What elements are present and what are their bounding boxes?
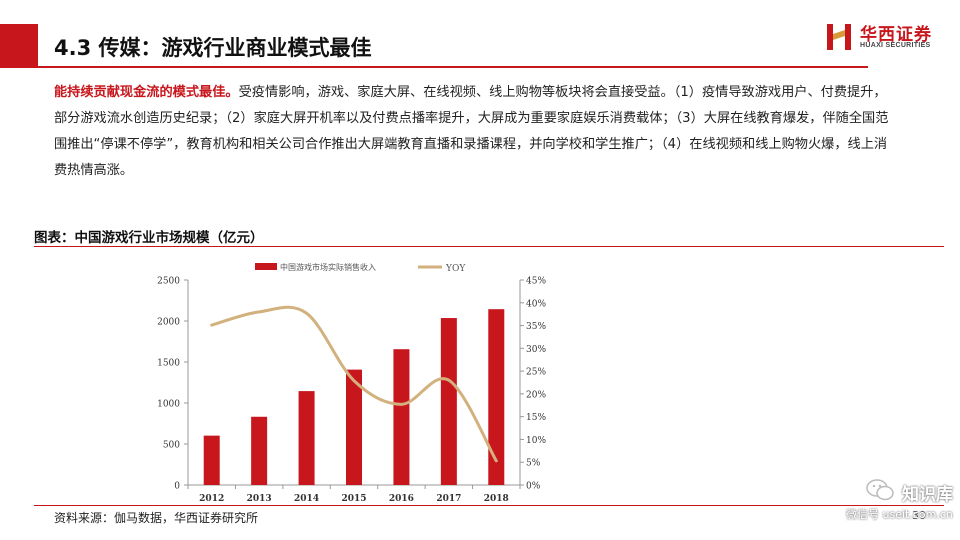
watermark-title: 知识库 (902, 485, 953, 505)
bar-2012 (203, 435, 220, 485)
left-tick-label: 2500 (157, 277, 180, 287)
x-tick-label: 2017 (436, 494, 461, 504)
left-tick-label: 1000 (157, 400, 180, 410)
title-accent-bar (0, 24, 38, 68)
x-tick-label: 2018 (484, 494, 509, 504)
bar-2017 (440, 318, 457, 485)
logo-text-cn: 华西证券 (860, 25, 932, 45)
right-tick-label: 35% (526, 322, 546, 332)
right-tick-label: 25% (526, 368, 546, 378)
logo-text-en: HUAXI SECURITIES (860, 42, 931, 49)
body-highlight: 能持续贡献现金流的模式最佳。 (54, 85, 239, 100)
bar-2018 (488, 309, 505, 485)
right-tick-label: 15% (526, 413, 546, 423)
right-tick-label: 0% (526, 482, 541, 492)
left-tick-label: 0 (174, 482, 180, 492)
left-tick-label: 1500 (157, 359, 180, 369)
huaxi-logo-icon (827, 24, 851, 50)
left-tick-label: 500 (163, 441, 180, 451)
left-tick-label: 2000 (157, 318, 180, 328)
x-tick-label: 2013 (247, 494, 272, 504)
bar-2013 (251, 416, 268, 485)
bar-2014 (298, 391, 315, 485)
x-tick-label: 2012 (199, 494, 224, 504)
page-number: 30 (912, 509, 926, 522)
right-tick-label: 10% (526, 436, 546, 446)
legend-bar-label: 中国游戏市场实际销售收入 (280, 262, 376, 272)
source-note: 资料来源：伽马数据，华西证券研究所 (54, 511, 259, 525)
market-size-chart: 0 500 1000 1500 2000 2500 0% 5% 10% 15% 20% 25% 30% 3… (157, 262, 546, 504)
watermark-subtitle: 微信号 useit.com.cn (846, 508, 953, 521)
legend-bar-swatch (255, 263, 277, 270)
right-tick-label: 20% (526, 390, 546, 400)
body-text: 受疫情影响，游戏、家庭大屏、在线视频、线上购物等板块将会直接受益。（1）疫情导致… (54, 85, 889, 178)
page-title: 4.3 传媒：游戏行业商业模式最佳 (54, 36, 372, 60)
bar-2016 (393, 349, 410, 485)
title-divider (38, 66, 868, 68)
x-tick-label: 2014 (294, 494, 319, 504)
body-paragraph: 能持续贡献现金流的模式最佳。受疫情影响，游戏、家庭大屏、在线视频、线上购物等板块… (54, 80, 894, 184)
right-tick-label: 45% (526, 277, 546, 287)
bar-2015 (346, 369, 362, 485)
x-tick-label: 2015 (341, 494, 366, 504)
wechat-icon (866, 479, 894, 501)
right-tick-label: 40% (526, 299, 546, 309)
legend-line-label: YOY (445, 264, 466, 274)
company-logo: 华西证券 HUAXI SECURITIES (824, 20, 944, 60)
chart-divider (34, 246, 944, 247)
chart-title: 图表：中国游戏行业市场规模（亿元） (34, 230, 264, 246)
right-tick-label: 5% (526, 459, 541, 469)
x-tick-label: 2016 (389, 494, 414, 504)
footer-divider (34, 505, 944, 506)
right-tick-label: 30% (526, 345, 546, 355)
